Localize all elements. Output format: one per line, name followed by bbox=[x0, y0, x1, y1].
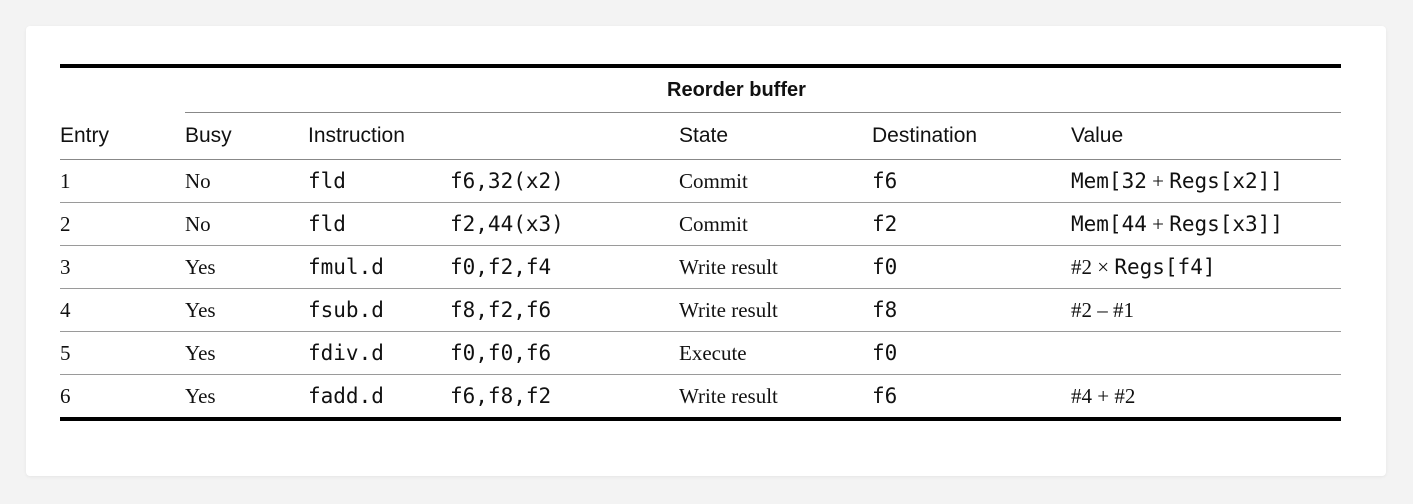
destination-cell: f8 bbox=[872, 288, 1071, 332]
value-cell: Mem[32 + Regs[x2]] bbox=[1071, 159, 1341, 203]
figure-card: Reorder buffer Entry Busy Instruction St… bbox=[26, 26, 1386, 476]
table-row: 2 No fld f2,44(x3) Commit f2 Mem[44 + Regs[x3]… bbox=[60, 202, 1341, 246]
destination-cell: f6 bbox=[872, 159, 1071, 203]
value-segment: Regs[x3]] bbox=[1169, 211, 1283, 236]
value-segment: Regs[f4] bbox=[1114, 254, 1216, 279]
group-header-text: Reorder buffer bbox=[667, 78, 806, 101]
col-header-destination: Destination bbox=[872, 112, 1071, 160]
instruction-args-cell: f0,f0,f6 bbox=[450, 331, 679, 375]
col-header-state: State bbox=[679, 112, 872, 160]
busy-cell: No bbox=[185, 202, 308, 246]
value-cell bbox=[1071, 331, 1341, 375]
state-cell: Write result bbox=[679, 288, 872, 332]
busy-cell: Yes bbox=[185, 331, 308, 375]
table-row: 4 Yes fsub.d f8,f2,f6 Write result f8 #2 – #1 bbox=[60, 288, 1341, 332]
instruction-op-cell: fld bbox=[308, 159, 450, 203]
entry-cell: 4 bbox=[60, 288, 185, 332]
col-header-instruction: Instruction bbox=[308, 112, 679, 160]
instruction-args-cell: f2,44(x3) bbox=[450, 202, 679, 246]
col-header-entry: Entry bbox=[60, 112, 185, 160]
state-cell: Commit bbox=[679, 159, 872, 203]
instruction-args-cell: f6,32(x2) bbox=[450, 159, 679, 203]
entry-cell: 1 bbox=[60, 159, 185, 203]
state-cell: Write result bbox=[679, 245, 872, 289]
value-cell: #2 × Regs[f4] bbox=[1071, 245, 1341, 289]
value-segment: #4 + #2 bbox=[1071, 383, 1136, 408]
instruction-op-cell: fsub.d bbox=[308, 288, 450, 332]
instruction-op-cell: fadd.d bbox=[308, 374, 450, 421]
instruction-op-cell: fld bbox=[308, 202, 450, 246]
group-header-row: Reorder buffer bbox=[60, 68, 1341, 113]
entry-cell: 5 bbox=[60, 331, 185, 375]
table-row: 5 Yes fdiv.d f0,f0,f6 Execute f0 bbox=[60, 331, 1341, 375]
value-segment: Mem[32 bbox=[1071, 168, 1147, 193]
group-header-label: Reorder buffer bbox=[185, 68, 1341, 113]
entry-cell: 3 bbox=[60, 245, 185, 289]
instruction-op-cell: fdiv.d bbox=[308, 331, 450, 375]
value-cell: #2 – #1 bbox=[1071, 288, 1341, 332]
state-cell: Write result bbox=[679, 374, 872, 421]
busy-cell: Yes bbox=[185, 374, 308, 421]
value-segment: + bbox=[1146, 168, 1170, 193]
value-segment: Mem[44 bbox=[1071, 211, 1147, 236]
destination-cell: f0 bbox=[872, 331, 1071, 375]
reorder-buffer-table: Reorder buffer Entry Busy Instruction St… bbox=[60, 64, 1341, 421]
table-row: 1 No fld f6,32(x2) Commit f6 Mem[32 + Regs[x2]… bbox=[60, 159, 1341, 203]
busy-cell: No bbox=[185, 159, 308, 203]
value-cell: Mem[44 + Regs[x3]] bbox=[1071, 202, 1341, 246]
col-header-value: Value bbox=[1071, 112, 1341, 160]
instruction-args-cell: f0,f2,f4 bbox=[450, 245, 679, 289]
busy-cell: Yes bbox=[185, 245, 308, 289]
destination-cell: f2 bbox=[872, 202, 1071, 246]
value-segment: #2 – #1 bbox=[1071, 297, 1134, 322]
destination-cell: f0 bbox=[872, 245, 1071, 289]
entry-cell: 2 bbox=[60, 202, 185, 246]
table-row: 3 Yes fmul.d f0,f2,f4 Write result f0 #2 × Reg… bbox=[60, 245, 1341, 289]
destination-cell: f6 bbox=[872, 374, 1071, 421]
value-segment: + bbox=[1146, 211, 1170, 236]
busy-cell: Yes bbox=[185, 288, 308, 332]
instruction-args-cell: f8,f2,f6 bbox=[450, 288, 679, 332]
instruction-args-cell: f6,f8,f2 bbox=[450, 374, 679, 421]
column-header-row: Entry Busy Instruction State Destination… bbox=[60, 112, 1341, 160]
state-cell: Commit bbox=[679, 202, 872, 246]
instruction-op-cell: fmul.d bbox=[308, 245, 450, 289]
table-row: 6 Yes fadd.d f6,f8,f2 Write result f6 #4 + #2 bbox=[60, 374, 1341, 421]
state-cell: Execute bbox=[679, 331, 872, 375]
value-segment: #2 bbox=[1071, 254, 1092, 279]
entry-cell: 6 bbox=[60, 374, 185, 421]
value-cell: #4 + #2 bbox=[1071, 374, 1341, 421]
col-header-busy: Busy bbox=[185, 112, 308, 160]
value-segment: Regs[x2]] bbox=[1169, 168, 1283, 193]
value-segment: × bbox=[1092, 254, 1115, 279]
